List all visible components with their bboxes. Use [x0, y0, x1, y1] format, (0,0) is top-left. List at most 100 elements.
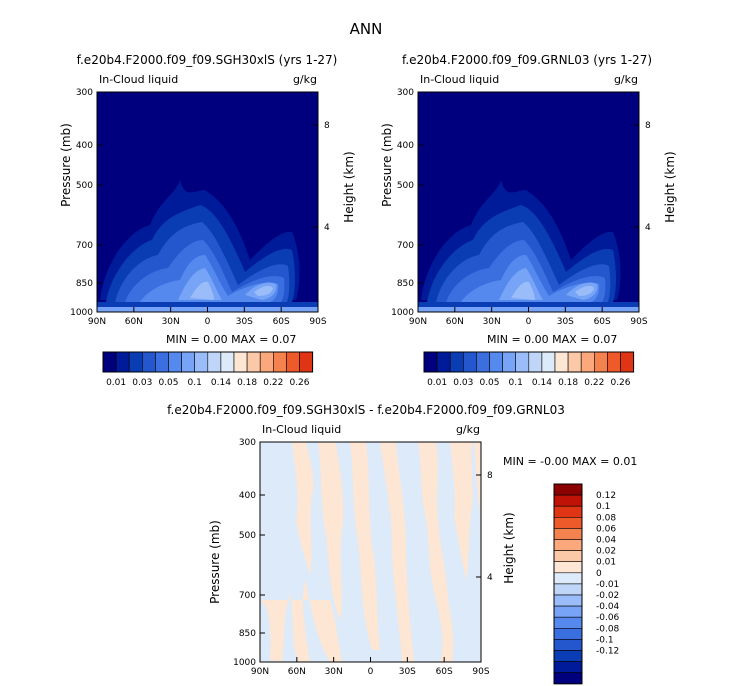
y-tick-label: 1000	[233, 658, 256, 668]
x-tick-label: 0	[205, 317, 211, 327]
x-tick-label: 0	[526, 317, 532, 327]
y-tick-label: 700	[239, 591, 256, 601]
x-tick-label: 30S	[236, 317, 253, 327]
right-tick-label: 8	[645, 121, 651, 131]
colorbar-label: 0.14	[211, 378, 231, 388]
x-tick-label: 60S	[436, 667, 453, 677]
colorbar-swatch	[553, 550, 583, 562]
colorbar-swatch	[553, 505, 583, 518]
y-tick-label: 850	[76, 279, 93, 289]
y-tick-label: 850	[397, 279, 414, 289]
colorbar-label: 0.14	[532, 378, 552, 388]
colorbar-swatch	[286, 351, 300, 373]
panel-3-y-axis-title: Pressure (mb)	[208, 520, 222, 604]
panel-2: f.e20b4.F2000.f09_f09.GRNL03 (yrs 1-27) …	[380, 53, 677, 346]
colorbar-label: 0.06	[596, 524, 616, 534]
colorbar-label: 0.08	[596, 513, 616, 523]
colorbar-swatch	[220, 351, 235, 373]
colorbar-swatch	[142, 351, 156, 373]
colorbar-swatch	[115, 351, 130, 373]
colorbar-label: 0.26	[610, 378, 630, 388]
colorbar-swatch	[553, 627, 583, 640]
colorbar-frame	[423, 351, 635, 373]
colorbar-label: 0.01	[596, 558, 616, 568]
y-tick-label: 1000	[391, 308, 414, 318]
colorbar-swatch	[502, 351, 517, 373]
x-tick-label: 0	[368, 667, 374, 677]
x-tick-label: 90N	[409, 317, 427, 327]
panel-2-right-axis-title: Height (km)	[663, 151, 677, 222]
colorbar-swatch	[423, 351, 438, 373]
panel-1-y-axis-title: Pressure (mb)	[59, 123, 73, 207]
colorbar-swatch	[233, 351, 248, 373]
colorbar-swatch	[553, 650, 583, 662]
colorbar-swatch	[567, 351, 582, 373]
right-tick-label: 8	[487, 471, 493, 481]
y-tick-label: 1000	[70, 308, 93, 318]
colorbar-swatch	[155, 351, 169, 373]
colorbar-label: -0.1	[596, 635, 614, 645]
colorbar-swatch	[259, 351, 274, 373]
right-tick-label: 4	[324, 223, 330, 233]
colorbar-label: -0.12	[596, 647, 619, 657]
colorbar-label: -0.04	[596, 602, 620, 612]
colorbar-label: -0.08	[596, 624, 620, 634]
colorbar-swatch	[553, 561, 583, 574]
panel-1-variable-label: In-Cloud liquid	[99, 73, 178, 86]
panel-3-contour-level	[418, 442, 454, 662]
colorbar-swatch	[553, 494, 583, 507]
panel-1-contour-field	[97, 92, 318, 312]
panel-3-contour-level	[474, 442, 481, 520]
y-tick-label: 850	[239, 629, 256, 639]
colorbar-label: 0.05	[479, 378, 499, 388]
colorbar-label: -0.06	[596, 613, 620, 623]
colorbar-swatch	[181, 351, 196, 373]
colorbar-swatch	[489, 351, 503, 373]
panel-2-units-label: g/kg	[614, 73, 638, 86]
colorbar-label: -0.02	[596, 591, 619, 601]
y-tick-label: 300	[397, 88, 414, 98]
colorbar-label: 0.1	[596, 502, 610, 512]
colorbar-swatch	[436, 351, 451, 373]
right-tick-label: 8	[324, 121, 330, 131]
x-tick-label: 90N	[251, 667, 269, 677]
panel-3-contour-level	[292, 442, 314, 575]
colorbar-label: 0.03	[453, 378, 473, 388]
panel-3-right-axis-title: Height (km)	[502, 512, 516, 583]
colorbar-label: 0.01	[106, 378, 126, 388]
colorbar-swatch	[476, 351, 490, 373]
colorbar-swatch	[246, 351, 261, 373]
colorbar-swatch	[553, 639, 583, 651]
y-tick-label: 500	[76, 181, 93, 191]
x-tick-label: 30N	[162, 317, 180, 327]
colorbar-swatch	[207, 351, 222, 373]
panel-2-variable-label: In-Cloud liquid	[420, 73, 499, 86]
colorbar-label: 0.02	[596, 547, 616, 557]
colorbar-swatch	[553, 605, 583, 618]
y-tick-label: 400	[239, 491, 256, 501]
colorbar-label: 0.22	[263, 378, 283, 388]
x-tick-label: 60N	[288, 667, 306, 677]
panel-1: f.e20b4.F2000.f09_f09.SGH30xlS (yrs 1-27…	[59, 53, 356, 346]
colorbar-label: 0.22	[584, 378, 604, 388]
colorbar-label: 0.05	[158, 378, 178, 388]
colorbar-label: 0	[596, 569, 602, 579]
colorbar-label: 0.18	[558, 378, 578, 388]
panel-2-contour-level	[511, 281, 594, 300]
y-tick-label: 500	[397, 181, 414, 191]
colorbar-swatch	[553, 516, 583, 529]
colorbar-frame	[102, 351, 314, 373]
panel-3-contour-level	[260, 580, 342, 662]
right-tick-label: 4	[487, 573, 493, 583]
colorbar-swatch	[102, 351, 117, 373]
x-tick-label: 60S	[594, 317, 611, 327]
panel-1-units-label: g/kg	[293, 73, 317, 86]
colorbar-swatch	[128, 351, 143, 373]
y-tick-label: 400	[397, 141, 414, 151]
panel-2-contour-field	[418, 92, 639, 312]
x-tick-label: 30S	[399, 667, 416, 677]
panel-3-units-label: g/kg	[456, 423, 480, 436]
panel-1-contour-level	[190, 281, 273, 300]
right-tick-label: 4	[645, 223, 651, 233]
colorbar-swatch	[168, 351, 182, 373]
